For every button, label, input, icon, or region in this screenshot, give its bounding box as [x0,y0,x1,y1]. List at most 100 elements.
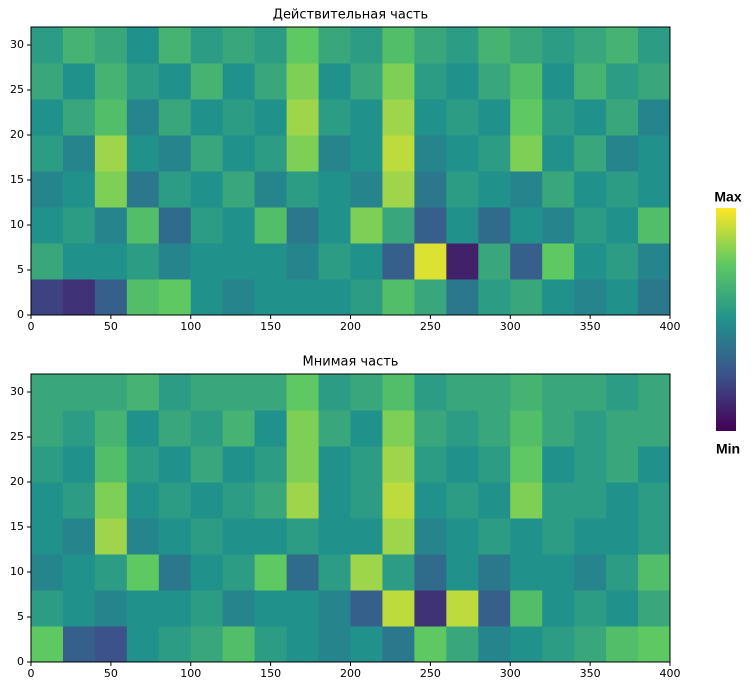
heatmap-cell [190,99,224,136]
heatmap-cell [606,279,639,316]
heatmap-cell [222,279,256,316]
heatmap-cell [126,99,160,136]
heatmap-cell [542,171,575,208]
heatmap-cell [254,482,288,519]
heatmap-cell [126,446,160,483]
heatmap-cell [318,554,351,591]
heatmap-cell [542,626,575,663]
heatmap-cell [350,482,383,519]
heatmap-cell [286,135,320,172]
heatmap-cell [31,446,64,483]
heatmap-cell [62,27,96,64]
x-tick-label: 200 [340,667,361,680]
heatmap-cell [31,410,64,447]
heatmap-cell [62,590,96,627]
heatmap-cell [350,410,383,447]
heatmap-cell [318,410,351,447]
heatmap-cell [510,410,543,447]
heatmap-cell [31,374,64,411]
x-tick-label: 150 [260,667,281,680]
heatmap-cell [574,518,607,555]
heatmap-cell [318,626,351,663]
heatmap-cell [446,27,479,64]
heatmap-cell [638,63,671,100]
heatmap-cell [254,518,288,555]
heatmap-cell [222,410,256,447]
heatmap-cell [31,207,64,244]
heatmap-cell [510,207,543,244]
heatmap-cell [574,446,607,483]
heatmap-cell [510,63,543,100]
heatmap-cell [382,374,415,411]
heatmap-cell [606,554,639,591]
x-tick-label: 0 [28,667,35,680]
heatmap-cell [350,99,383,136]
heatmap-cell [350,135,383,172]
heatmap-cell [638,554,671,591]
heatmap-cell [542,410,575,447]
heatmap-cell [350,626,383,663]
heatmap-cell [222,590,256,627]
heatmap-cell [478,626,511,663]
heatmap-cell [158,374,192,411]
heatmap-cell [414,446,447,483]
heatmap-cell [606,446,639,483]
heatmap-cell [31,554,64,591]
heatmap-cell [478,27,511,64]
heatmap-cell [94,99,128,136]
heatmap-cell [478,63,511,100]
y-tick-label: 5 [17,263,24,276]
heatmap-cell [510,518,543,555]
heatmap-cell [286,374,320,411]
x-tick-label: 100 [180,320,201,333]
heatmap-cell [574,99,607,136]
heatmap-cell [62,410,96,447]
heatmap-cell [286,446,320,483]
heatmap-cell [94,410,128,447]
heatmap-cell [478,171,511,208]
heatmap-cell [574,63,607,100]
heatmap-cell [158,626,192,663]
heatmap-cell [254,171,288,208]
heatmap-cell [638,207,671,244]
heatmap-cell [382,446,415,483]
y-tick-label: 10 [10,565,24,578]
heatmap-cell [510,27,543,64]
heatmap-cell [62,207,96,244]
heatmap-cell [446,590,479,627]
heatmap-cell [190,482,224,519]
heatmap-cell [446,243,479,280]
heatmap-cell [126,135,160,172]
heatmap-cell [31,590,64,627]
heatmap-cell [542,518,575,555]
heatmap-cell [158,135,192,172]
heatmap-cell [638,410,671,447]
heatmap-cell [31,99,64,136]
x-tick-label: 150 [260,320,281,333]
heatmap-cell [254,626,288,663]
y-tick-label: 20 [10,128,24,141]
heatmap-cell [318,590,351,627]
heatmap-cell [190,518,224,555]
heatmap-cell [94,446,128,483]
heatmap-cell [510,99,543,136]
panel-title: Мнимая часть [303,355,399,370]
heatmap-cell [62,171,96,208]
heatmap-cell [638,518,671,555]
heatmap-cell [31,135,64,172]
x-tick-label: 50 [104,667,118,680]
heatmap-cell [254,27,288,64]
heatmap-cell [414,135,447,172]
y-tick-label: 30 [10,385,24,398]
heatmap-cell [190,626,224,663]
heatmap-cell [350,63,383,100]
x-tick-label: 300 [500,320,521,333]
heatmap-cell [254,446,288,483]
heatmap-cell [94,243,128,280]
heatmap-cell [350,590,383,627]
y-tick-label: 15 [10,520,24,533]
heatmap-cell [510,626,543,663]
heatmap-cell [190,446,224,483]
heatmap-cell [414,554,447,591]
